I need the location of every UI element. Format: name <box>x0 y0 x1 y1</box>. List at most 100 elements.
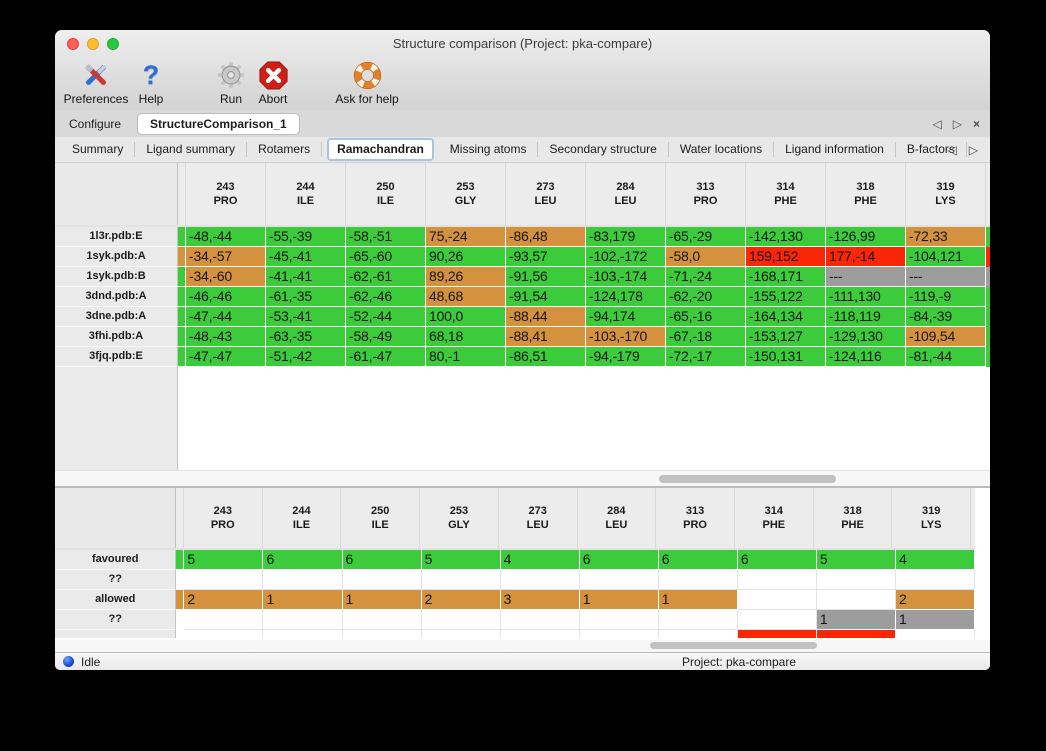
summary-count-cell[interactable] <box>421 610 501 630</box>
summary-count-cell[interactable] <box>737 590 817 610</box>
subtab-b-factors[interactable]: B-factors <box>896 142 967 157</box>
summary-count-cell[interactable] <box>500 630 580 638</box>
row-label[interactable]: 1syk.pdb:B <box>55 267 178 287</box>
h-scrollbar-top[interactable] <box>55 470 990 486</box>
tab-configure[interactable]: Configure <box>69 116 122 131</box>
summary-count-cell[interactable] <box>421 570 501 590</box>
summary-count-cell[interactable]: 1 <box>658 590 738 610</box>
phi-psi-cell[interactable]: --- <box>906 267 986 287</box>
phi-psi-cell[interactable]: -46,-46 <box>186 287 266 307</box>
row-label[interactable]: 3fhi.pdb:A <box>55 327 178 347</box>
phi-psi-cell[interactable]: -61,-47 <box>346 347 426 367</box>
subtab-scroll-right-icon[interactable]: ▷ <box>968 143 978 157</box>
phi-psi-cell[interactable]: -142,130 <box>746 227 826 247</box>
phi-psi-cell[interactable]: 48,68 <box>426 287 506 307</box>
tab-scroll-left-icon[interactable]: ◁ <box>932 116 942 131</box>
phi-psi-cell[interactable]: 90,26 <box>426 247 506 267</box>
summary-count-cell[interactable]: 1 <box>579 590 659 610</box>
tab-close-icon[interactable]: × <box>972 116 980 131</box>
h-scrollbar-bottom-thumb[interactable] <box>650 642 817 649</box>
phi-psi-cell[interactable]: 80,-1 <box>426 347 506 367</box>
subtab-ligand-information[interactable]: Ligand information <box>774 142 896 157</box>
phi-psi-cell[interactable]: -65,-60 <box>346 247 426 267</box>
phi-psi-cell[interactable]: -41,-41 <box>266 267 346 287</box>
phi-psi-cell[interactable]: -58,-49 <box>346 327 426 347</box>
tab-scroll-right-icon[interactable]: ▷ <box>952 116 962 131</box>
row-label[interactable]: 3dnd.pdb:A <box>55 287 178 307</box>
phi-psi-cell[interactable]: -168,171 <box>746 267 826 287</box>
phi-psi-cell[interactable]: -84,-39 <box>906 307 986 327</box>
summary-count-cell[interactable]: 2 <box>421 590 501 610</box>
summary-count-cell[interactable] <box>579 610 659 630</box>
summary-count-cell[interactable]: 2 <box>184 590 264 610</box>
summary-count-cell[interactable]: 2 <box>895 590 975 610</box>
phi-psi-cell[interactable]: -155,122 <box>746 287 826 307</box>
phi-psi-cell[interactable]: 68,18 <box>426 327 506 347</box>
phi-psi-cell[interactable]: -91,56 <box>506 267 586 287</box>
summary-count-cell[interactable]: 1 <box>895 610 975 630</box>
run-button[interactable]: Run <box>209 58 253 106</box>
phi-psi-cell[interactable]: -71,-24 <box>666 267 746 287</box>
phi-psi-cell[interactable]: -72,33 <box>906 227 986 247</box>
summary-count-cell[interactable] <box>737 570 817 590</box>
phi-psi-cell[interactable]: -164,134 <box>746 307 826 327</box>
phi-psi-cell[interactable]: -91,54 <box>506 287 586 307</box>
phi-psi-cell[interactable]: -88,44 <box>506 307 586 327</box>
ask-for-help-button[interactable]: Ask for help <box>329 58 405 106</box>
close-window-button[interactable] <box>67 38 79 50</box>
h-scrollbar-bottom[interactable] <box>55 640 990 652</box>
zoom-window-button[interactable] <box>107 38 119 50</box>
phi-psi-cell[interactable]: 89,26 <box>426 267 506 287</box>
phi-psi-cell[interactable]: -72,-17 <box>666 347 746 367</box>
summary-count-cell[interactable]: 1 <box>342 590 422 610</box>
phi-psi-cell[interactable]: -94,174 <box>586 307 666 327</box>
subtab-water-locations[interactable]: Water locations <box>669 142 775 157</box>
phi-psi-cell[interactable]: -47,-44 <box>186 307 266 327</box>
row-label[interactable]: ?? <box>55 570 177 590</box>
phi-psi-cell[interactable]: --- <box>826 267 906 287</box>
phi-psi-cell[interactable]: -62,-46 <box>346 287 426 307</box>
summary-count-cell[interactable] <box>816 630 896 638</box>
abort-button[interactable]: Abort <box>249 58 297 106</box>
summary-count-cell[interactable] <box>579 630 659 638</box>
subtab-secondary-structure[interactable]: Secondary structure <box>538 142 669 157</box>
summary-count-cell[interactable]: 6 <box>737 550 817 570</box>
h-scrollbar-top-thumb[interactable] <box>659 475 836 483</box>
subtab-ramachandran[interactable]: Ramachandran <box>327 138 434 161</box>
phi-psi-cell[interactable]: -58,-51 <box>346 227 426 247</box>
phi-psi-cell[interactable]: -63,-35 <box>266 327 346 347</box>
phi-psi-cell[interactable]: -124,178 <box>586 287 666 307</box>
phi-psi-cell[interactable]: 75,-24 <box>426 227 506 247</box>
summary-count-cell[interactable] <box>658 630 738 638</box>
phi-psi-cell[interactable]: -65,-16 <box>666 307 746 327</box>
phi-psi-cell[interactable]: -103,-170 <box>586 327 666 347</box>
summary-count-cell[interactable] <box>342 570 422 590</box>
summary-count-cell[interactable] <box>579 570 659 590</box>
help-button[interactable]: ? Help <box>131 58 171 106</box>
phi-psi-cell[interactable]: -86,48 <box>506 227 586 247</box>
phi-psi-cell[interactable]: -34,-57 <box>186 247 266 267</box>
subtab-ligand-summary[interactable]: Ligand summary <box>135 142 248 157</box>
row-label[interactable]: 3dne.pdb:A <box>55 307 178 327</box>
summary-count-cell[interactable] <box>737 610 817 630</box>
summary-count-cell[interactable]: 6 <box>263 550 343 570</box>
summary-count-cell[interactable] <box>342 610 422 630</box>
summary-count-cell[interactable]: 1 <box>263 590 343 610</box>
phi-psi-cell[interactable]: -86,51 <box>506 347 586 367</box>
subtab-scroll-left-icon[interactable]: ◁ <box>947 143 957 157</box>
summary-count-cell[interactable]: 3 <box>500 590 580 610</box>
phi-psi-cell[interactable]: 159,152 <box>746 247 826 267</box>
row-label[interactable]: allowed <box>55 590 177 610</box>
phi-psi-cell[interactable]: -48,-43 <box>186 327 266 347</box>
phi-psi-cell[interactable]: -126,99 <box>826 227 906 247</box>
table-splitter[interactable] <box>55 486 990 488</box>
phi-psi-cell[interactable]: -103,-174 <box>586 267 666 287</box>
summary-count-cell[interactable] <box>895 630 975 638</box>
phi-psi-cell[interactable]: -62,-20 <box>666 287 746 307</box>
summary-count-cell[interactable] <box>184 570 264 590</box>
summary-count-cell[interactable] <box>500 610 580 630</box>
summary-count-cell[interactable]: 5 <box>184 550 264 570</box>
phi-psi-cell[interactable]: -118,119 <box>826 307 906 327</box>
phi-psi-cell[interactable]: -61,-35 <box>266 287 346 307</box>
phi-psi-cell[interactable]: -109,54 <box>906 327 986 347</box>
